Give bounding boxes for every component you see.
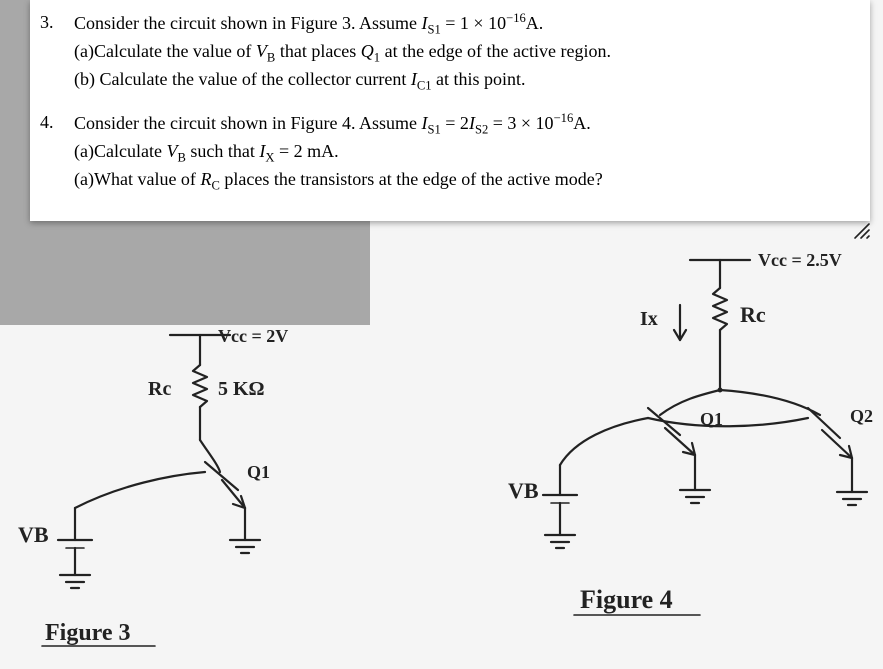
- problem-body: Consider the circuit shown in Figure 4. …: [74, 110, 852, 196]
- vb-label: VB: [18, 522, 49, 547]
- problem-number: 3.: [40, 10, 74, 96]
- figure-4-diagram: Vcc = 2.5V Rc Ix Q1 Q2: [508, 250, 873, 615]
- problem-line: (b) Calculate the value of the collector…: [74, 67, 852, 95]
- problem-line: Consider the circuit shown in Figure 4. …: [74, 110, 852, 139]
- rc-label-4: Rc: [740, 302, 766, 327]
- rc-value: 5 KΩ: [218, 378, 265, 400]
- q1-label: Q1: [247, 462, 270, 482]
- problem-line: Consider the circuit shown in Figure 3. …: [74, 10, 852, 39]
- problem-line: (a)Calculate VB such that IX = 2 mA.: [74, 139, 852, 167]
- circuit-sketch-area: Vcc = 2V Rc 5 KΩ Q1 VB Fi: [0, 240, 883, 669]
- figure-3-diagram: Vcc = 2V Rc 5 KΩ Q1 VB Fi: [18, 326, 288, 646]
- vb-label-4: VB: [508, 478, 539, 503]
- vcc-label-4: Vcc = 2.5V: [758, 250, 842, 270]
- problem-body: Consider the circuit shown in Figure 3. …: [74, 10, 852, 96]
- problem-3: 3. Consider the circuit shown in Figure …: [40, 10, 852, 96]
- resize-grip-icon: [853, 222, 871, 240]
- figure-3-caption: Figure 3: [45, 620, 131, 646]
- ix-label: Ix: [640, 308, 658, 330]
- problem-line: (a)Calculate the value of VB that places…: [74, 39, 852, 67]
- problem-text-panel: 3. Consider the circuit shown in Figure …: [30, 0, 870, 221]
- q2-label: Q2: [850, 406, 873, 426]
- problem-line: (a)What value of RC places the transisto…: [74, 167, 852, 195]
- figure-4-caption: Figure 4: [580, 585, 673, 614]
- rc-label: Rc: [148, 378, 171, 400]
- problem-number: 4.: [40, 110, 74, 196]
- vcc-label: Vcc = 2V: [218, 326, 288, 346]
- problem-4: 4. Consider the circuit shown in Figure …: [40, 110, 852, 196]
